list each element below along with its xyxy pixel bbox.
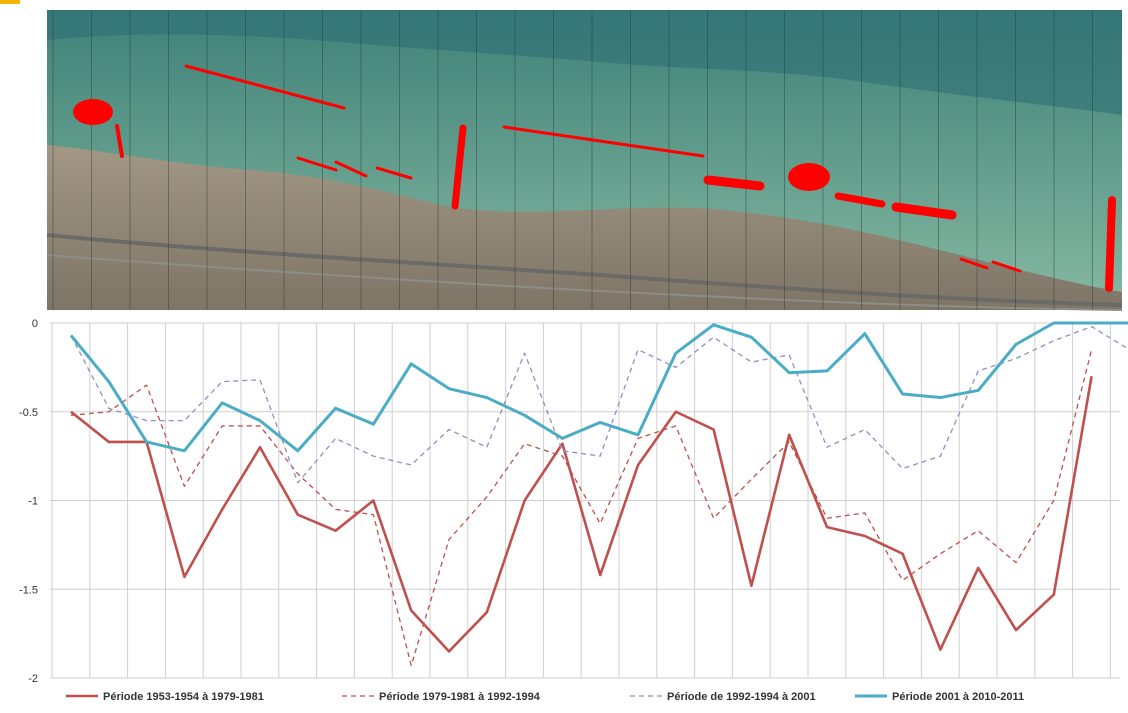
erosion-mark (451, 124, 467, 210)
series-line-3 (70, 325, 1128, 484)
corner-mark (0, 0, 20, 4)
erosion-mark (959, 257, 989, 270)
series-line-4 (69, 321, 1128, 453)
road (46, 233, 1123, 307)
y-tick-label: -2 (28, 673, 38, 685)
road-2 (46, 254, 1123, 311)
erosion-mark (115, 124, 124, 158)
legend-label: Période de 1992-1994 à 2001 (667, 691, 816, 703)
erosion-mark (834, 192, 886, 208)
transect-lines (52, 10, 1093, 310)
y-tick-label: 0 (32, 318, 38, 330)
aerial-photo (0, 0, 1128, 315)
erosion-mark (991, 260, 1022, 273)
legend-label: Période 1953-1954 à 1979-1981 (103, 691, 264, 703)
data-points (70, 322, 1128, 667)
land-area (47, 145, 1122, 310)
erosion-mark (334, 160, 368, 178)
chart-grid (50, 322, 1120, 679)
deep-water (47, 10, 1122, 115)
y-tick-label: -1 (28, 496, 38, 508)
erosion-mark (703, 175, 765, 191)
erosion-mark (375, 166, 413, 180)
y-axis: 0 -0.5 -1 -1.5 -2 (19, 318, 38, 685)
y-tick-label: -0.5 (19, 407, 38, 419)
erosion-marks (73, 64, 1116, 292)
erosion-blob (788, 163, 830, 191)
erosion-mark (1105, 196, 1116, 292)
erosion-mark (296, 156, 338, 172)
line-chart: 0 -0.5 -1 -1.5 -2 Période 1953-1954 à 1979-1… (19, 318, 1128, 703)
legend-label: Période 1979-1981 à 1992-1994 (379, 691, 541, 703)
erosion-mark (184, 64, 346, 110)
series-line-2 (70, 349, 1093, 667)
legend: Période 1953-1954 à 1979-1981 Période 197… (66, 691, 1024, 703)
erosion-mark (502, 125, 705, 158)
y-tick-label: -1.5 (19, 584, 38, 596)
series-line-1 (70, 376, 1093, 653)
erosion-blob (73, 99, 113, 125)
erosion-mark (891, 202, 957, 220)
legend-label: Période 2001 à 2010-2011 (892, 691, 1024, 703)
series-lines (69, 321, 1128, 667)
